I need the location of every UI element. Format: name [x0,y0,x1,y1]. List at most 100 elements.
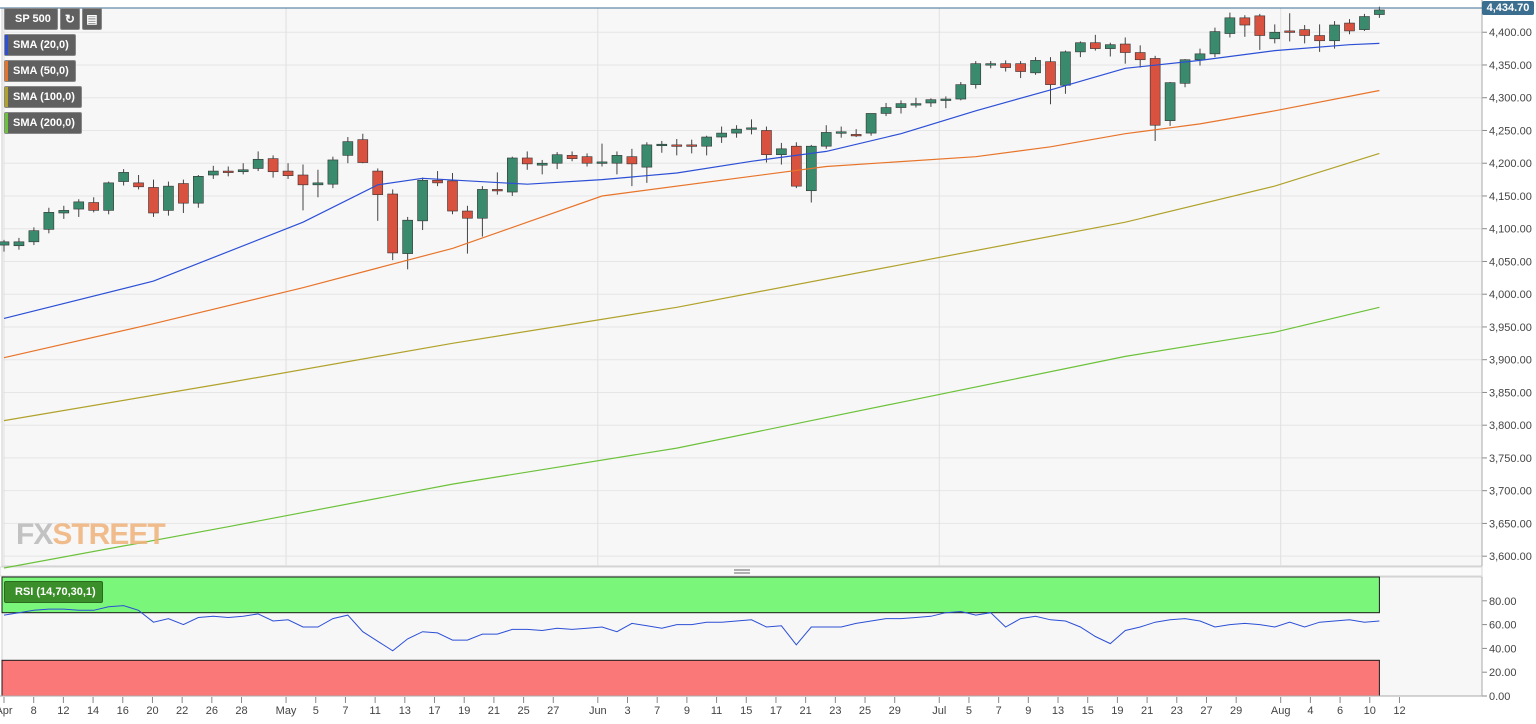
tick-label-x: 28 [235,705,247,717]
tick-label-x: 7 [654,705,660,717]
tick-label-x: 23 [1171,705,1183,717]
bar-chart-icon[interactable]: ▤ [81,8,102,30]
candle-body [193,176,204,204]
candle-body [1209,31,1221,55]
candle-body [641,144,653,168]
candle-body [1000,63,1011,68]
tick-label-x: 25 [859,705,871,717]
tick-label-y: 3,950.00 [1489,322,1532,334]
candle-body [686,144,698,147]
tick-label-y: 3,650.00 [1489,518,1532,530]
candle-body [895,103,907,108]
candle-body [940,98,952,101]
tick-label-y: 4,150.00 [1489,191,1532,203]
candle-body [701,136,712,147]
panel-splitter [0,566,1483,577]
logo-fx: FX [16,518,53,551]
tick-label-x: 13 [1052,705,1064,717]
last-price-label: 4,434.70 [1482,1,1534,15]
sma20-label: SMA (20,0) [13,39,69,51]
candle-body [387,193,399,254]
candle-body [312,182,324,186]
candle-body [880,107,892,114]
candle-body [955,84,967,100]
candle-body [1149,58,1161,126]
candle-body [28,230,40,243]
candle-body [835,131,847,134]
candle-body [1314,35,1325,42]
tick-label-x: 9 [684,705,690,717]
sma100-legend[interactable]: SMA (100,0) [4,86,82,108]
candle-body [43,212,55,230]
tick-label-x: 26 [206,705,218,717]
candle-body [776,148,787,156]
candle-body [148,187,159,214]
sma20-legend[interactable]: SMA (20,0) [4,34,76,56]
candle-body [656,143,668,147]
rsi-tick-label: 0.00 [1489,691,1510,703]
candle-body [761,130,772,156]
tick-label-x: 21 [1141,705,1153,717]
tick-label-x: 12 [1393,705,1405,717]
rsi-tick-label: 20.00 [1489,667,1517,679]
tick-label-x: 17 [770,705,782,717]
refresh-icon[interactable]: ↻ [59,8,80,30]
candle-body [1329,24,1340,42]
candle-body [1105,44,1116,49]
rsi-line [3,605,1380,652]
candle-body [850,134,862,137]
candle-body [477,189,488,219]
logo-street: STREET [52,518,165,551]
sma100-label: SMA (100,0) [13,91,75,103]
sma100-line [3,152,1380,422]
candle-body [521,157,533,165]
rsi-legend[interactable]: RSI (14,70,30,1) [4,581,103,603]
candle-body [1299,29,1310,36]
time-axis: Apr 8 12 14 16 20 22 26 28 May 5 7 11 13 17 19 21 25 27 Jun… [0,697,1406,717]
candle-body [13,241,25,247]
candle-body [1254,15,1266,36]
tick-label-y: 4,200.00 [1489,158,1532,170]
candle-body [402,219,413,254]
candle-body [596,161,608,164]
tick-label-y: 4,050.00 [1489,256,1532,268]
sma-lines [3,42,1380,569]
tick-label-y: 3,600.00 [1489,551,1532,563]
tick-label-x: 21 [488,705,500,717]
sma100-color-swatch [5,87,8,107]
tick-label-x: 7 [342,705,348,717]
tick-label-y: 4,100.00 [1489,224,1532,236]
candle-body [581,156,593,164]
symbol-label[interactable]: SP 500 [4,8,58,30]
tick-label-y: 3,850.00 [1489,387,1532,399]
tick-label-x: 11 [369,705,380,717]
sma200-color-swatch [5,113,8,133]
candle-body [611,155,623,164]
rsi-tick-label: 40.00 [1489,643,1517,655]
candle-body [282,170,294,176]
candle-body [626,156,638,165]
candle-body [985,63,997,66]
tick-label-x: 25 [517,705,529,717]
tick-label-x: 5 [966,705,972,717]
tick-label-x: 16 [117,705,129,717]
candle-body [910,103,922,106]
tick-label-x: Aug [1271,705,1291,717]
tick-label-y: 4,350.00 [1489,60,1532,72]
tick-label-x: 29 [1230,705,1242,717]
candle-body [342,141,354,156]
candle-body [447,180,458,212]
rsi-panel: 0.00 20.00 40.00 60.00 80.00 [0,576,1517,703]
candle-body [1119,43,1131,53]
candle-body [1164,82,1176,121]
candle-body [865,113,877,134]
candle-body [1060,51,1071,86]
candle-body [1090,42,1101,49]
sma50-legend[interactable]: SMA (50,0) [4,60,76,82]
candles [0,6,1385,270]
tick-label-x: Apr [0,705,13,717]
candle-body [163,185,174,211]
sma200-legend[interactable]: SMA (200,0) [4,112,82,134]
tick-label-x: 29 [889,705,901,717]
